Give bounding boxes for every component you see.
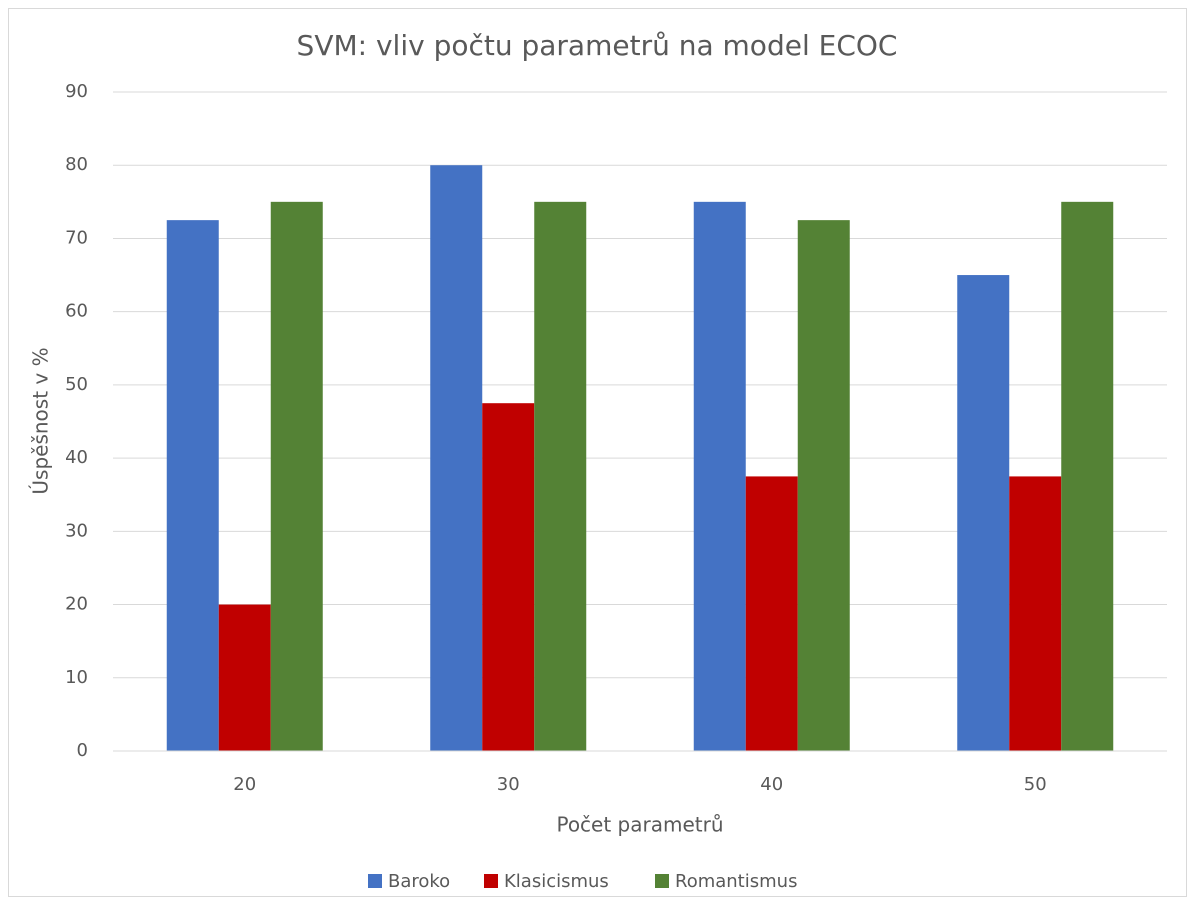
- x-tick-label: 20: [233, 774, 256, 795]
- x-tick-label: 50: [1024, 774, 1047, 795]
- y-tick-label: 90: [65, 81, 88, 102]
- y-tick-label: 80: [65, 154, 88, 175]
- y-tick-label: 60: [65, 301, 88, 322]
- y-tick-label: 0: [77, 740, 88, 761]
- bar: [797, 220, 850, 751]
- bar: [534, 201, 587, 752]
- y-tick-label: 40: [65, 447, 88, 468]
- bar: [270, 201, 323, 752]
- y-tick-label: 10: [65, 667, 88, 688]
- y-tick-label: 50: [65, 374, 88, 395]
- legend-swatch: [655, 874, 669, 888]
- legend-label: Romantismus: [675, 871, 797, 892]
- chart-title: SVM: vliv počtu parametrů na model ECOC: [297, 29, 898, 62]
- y-tick-label: 70: [65, 227, 88, 248]
- bar: [1009, 476, 1062, 751]
- bar: [166, 220, 219, 751]
- bar: [218, 604, 271, 751]
- bar: [745, 476, 798, 751]
- bar: [957, 275, 1010, 751]
- y-tick-label: 30: [65, 520, 88, 541]
- bar: [1061, 201, 1114, 752]
- bar: [693, 201, 746, 752]
- x-axis-label: Počet parametrů: [556, 813, 723, 837]
- x-tick-label: 40: [760, 774, 783, 795]
- y-tick-label: 20: [65, 594, 88, 615]
- y-axis-label: Úspěšnost v %: [29, 347, 53, 494]
- legend-swatch: [368, 874, 382, 888]
- bar: [430, 165, 483, 751]
- legend-swatch: [484, 874, 498, 888]
- legend-label: Klasicismus: [504, 871, 609, 892]
- bar: [482, 403, 535, 751]
- x-tick-label: 30: [497, 774, 520, 795]
- legend-label: Baroko: [388, 871, 450, 892]
